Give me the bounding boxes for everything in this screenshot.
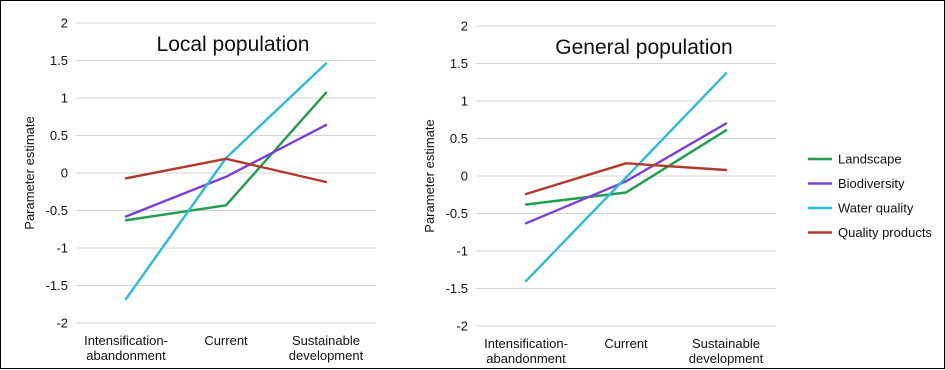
y-tick-label: 1.5 (50, 53, 68, 68)
y-tick-label: -2 (456, 319, 468, 334)
y-tick-label: 1.5 (450, 56, 468, 71)
series-line-water-quality (524, 72, 728, 283)
y-tick-label: -1.5 (446, 281, 468, 296)
y-tick-label: -1 (456, 244, 468, 259)
x-tick-label: Current (604, 336, 648, 351)
x-tick-label: Current (204, 333, 248, 348)
y-tick-label: -1.5 (46, 278, 68, 293)
y-axis-label: Parameter estimate (22, 116, 37, 229)
y-tick-label: 1 (461, 94, 468, 109)
y-tick-label: -1 (56, 241, 68, 256)
x-tick-label: Intensification- (84, 333, 168, 348)
series-line-quality-products (524, 162, 728, 196)
series-line-quality-products (124, 157, 328, 184)
legend-label-water-quality: Water quality (838, 201, 914, 216)
chart-title: General population (555, 36, 732, 59)
series-line-water-quality (124, 62, 328, 301)
series-line-landscape (524, 129, 728, 206)
y-tick-label: 0.5 (50, 128, 68, 143)
legend-label-landscape: Landscape (838, 152, 902, 167)
y-tick-label: 1 (61, 91, 68, 106)
y-tick-label: 0 (461, 169, 468, 184)
x-tick-label: development (689, 351, 764, 366)
legend-label-quality-products: Quality products (838, 225, 932, 240)
x-tick-label: abandonment (86, 348, 166, 363)
x-tick-label: abandonment (486, 351, 566, 366)
series-line-biodiversity (524, 122, 728, 225)
y-tick-label: 2 (61, 16, 68, 31)
chart-title: Local population (157, 33, 310, 56)
x-tick-label: Intensification- (484, 336, 568, 351)
y-tick-label: -0.5 (46, 203, 68, 218)
x-tick-label: Sustainable (292, 333, 360, 348)
legend-label-biodiversity: Biodiversity (838, 176, 905, 191)
series-line-biodiversity (124, 123, 328, 218)
x-tick-label: development (289, 348, 364, 363)
y-axis-label: Parameter estimate (422, 119, 437, 232)
y-tick-label: -2 (56, 316, 68, 331)
y-tick-label: 0.5 (450, 131, 468, 146)
series-line-landscape (124, 91, 328, 222)
x-tick-label: Sustainable (692, 336, 760, 351)
y-tick-label: -0.5 (446, 206, 468, 221)
y-tick-label: 2 (461, 19, 468, 34)
y-tick-label: 0 (61, 166, 68, 181)
